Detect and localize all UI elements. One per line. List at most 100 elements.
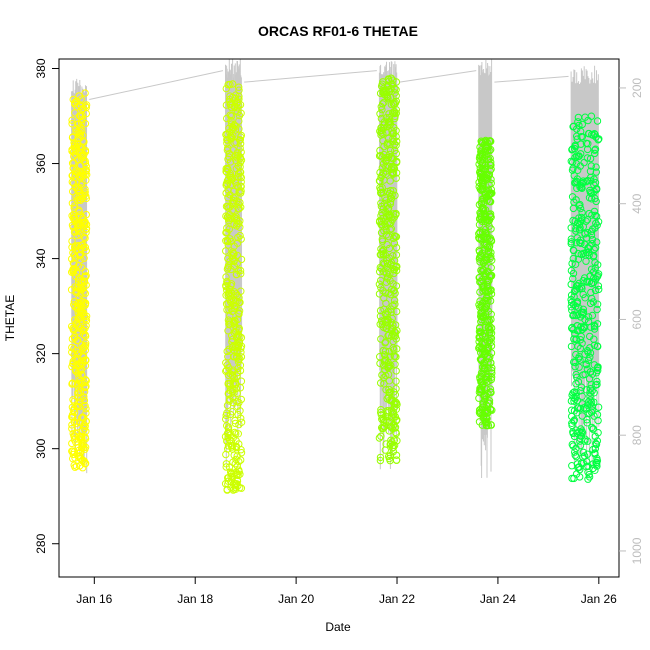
data-point [376,359,384,368]
data-point [69,266,77,274]
data-point [571,451,579,459]
data-point [225,345,233,353]
data-point [237,255,246,264]
data-point [385,110,393,118]
data-point [223,136,231,144]
data-point [574,354,583,363]
data-point [76,102,85,111]
data-point [386,200,395,208]
data-point [81,434,90,443]
data-point [387,318,395,326]
data-point [230,480,239,488]
data-point [74,389,82,397]
data-point [233,402,242,410]
data-point [67,286,76,294]
data-point [478,138,486,147]
data-point [488,256,496,264]
data-point [480,365,489,374]
data-point [475,235,484,243]
data-point [575,463,583,472]
data-point [582,178,590,186]
data-point [572,159,580,168]
data-point [385,362,394,370]
data-point [72,184,80,192]
data-point [567,224,575,232]
y-tick-label: 340 [34,248,48,268]
data-point [390,140,399,148]
data-point [593,221,601,229]
data-point [591,145,600,153]
data-point [588,227,596,236]
data-point [391,300,399,308]
data-point [74,299,82,308]
data-point [393,437,401,445]
data-point [479,378,487,386]
data-point [80,254,88,262]
data-point [590,245,598,254]
data-point [235,95,243,104]
data-point [479,205,488,214]
data-point [232,156,240,165]
data-point [73,140,82,148]
data-point [385,233,393,241]
data-point [234,233,242,242]
data-point [234,266,243,275]
data-point [570,198,578,206]
data-point [482,304,490,312]
data-point [223,139,231,148]
data-point [483,352,492,360]
data-point [576,437,584,445]
data-point [579,277,587,285]
data-point [594,363,602,371]
data-point [476,157,485,165]
data-point [569,300,578,309]
data-point [591,432,599,441]
data-point [387,100,396,109]
data-point [223,422,231,430]
data-point [229,353,238,361]
y2-tick-label: 1000 [630,537,644,564]
data-point [228,175,237,183]
data-point [224,389,233,398]
data-point [230,428,239,437]
data-point [233,239,242,247]
data-point [586,299,595,308]
data-point [382,270,391,278]
data-point [78,436,86,444]
data-point [223,168,231,176]
pressure-traces [71,59,600,479]
data-point [82,228,90,237]
data-point [486,388,495,396]
data-point [568,259,576,268]
data-point [379,287,387,295]
data-point [583,365,592,373]
data-point [487,248,495,257]
series-rf04 [475,136,496,430]
data-point [390,296,399,305]
data-point [381,347,390,355]
data-point [477,356,485,364]
data-point [594,416,602,425]
data-point [385,212,393,220]
data-point [81,445,89,453]
data-point [586,154,595,163]
data-point [585,473,594,481]
data-point [476,297,484,305]
data-point [228,387,237,396]
data-point [389,170,397,178]
data-point [69,324,77,332]
data-point [592,219,600,228]
data-point [237,131,246,140]
data-point [477,318,485,326]
data-point [234,430,243,438]
data-point [234,410,242,419]
data-point [81,267,90,276]
data-point [223,486,231,494]
data-point [476,143,484,151]
data-point [232,270,241,278]
data-point [475,255,484,263]
data-point [223,164,232,173]
data-point [77,119,86,127]
data-point [577,140,585,148]
data-point [390,213,399,221]
